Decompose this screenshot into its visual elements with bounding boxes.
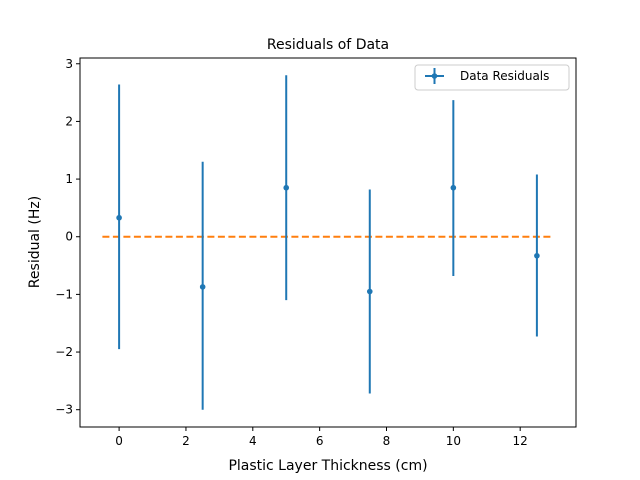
x-tick-label: 2 (182, 434, 190, 448)
chart-title: Residuals of Data (267, 37, 389, 53)
x-tick-label: 10 (446, 434, 461, 448)
x-tick-label: 12 (513, 434, 528, 448)
x-tick-label: 4 (249, 434, 257, 448)
legend: Data Residuals (414, 64, 570, 91)
axes-frame (79, 57, 577, 428)
y-tick-label: 3 (65, 57, 73, 71)
y-tick-label: 2 (65, 114, 73, 128)
x-tick-label: 0 (115, 434, 123, 448)
y-tick-label: 0 (65, 230, 73, 244)
legend-label: Data Residuals (460, 69, 549, 83)
data-point (450, 184, 457, 191)
data-point (534, 252, 540, 259)
y-tick-label: −3 (55, 403, 73, 417)
x-tick-label: 8 (383, 434, 391, 448)
legend-box (414, 64, 570, 91)
x-axis-label: Plastic Layer Thickness (cm) (228, 458, 427, 474)
data-point (366, 288, 373, 295)
y-tick-label: −2 (55, 345, 73, 359)
y-axis-label: Residual (Hz) (27, 196, 43, 288)
legend-marker-point (431, 73, 438, 79)
data-point (199, 284, 206, 290)
data-point (116, 214, 122, 221)
x-tick-label: 6 (316, 434, 324, 448)
y-tick-label: −1 (55, 287, 73, 301)
data-point (283, 184, 290, 191)
y-tick-label: 1 (65, 172, 73, 186)
